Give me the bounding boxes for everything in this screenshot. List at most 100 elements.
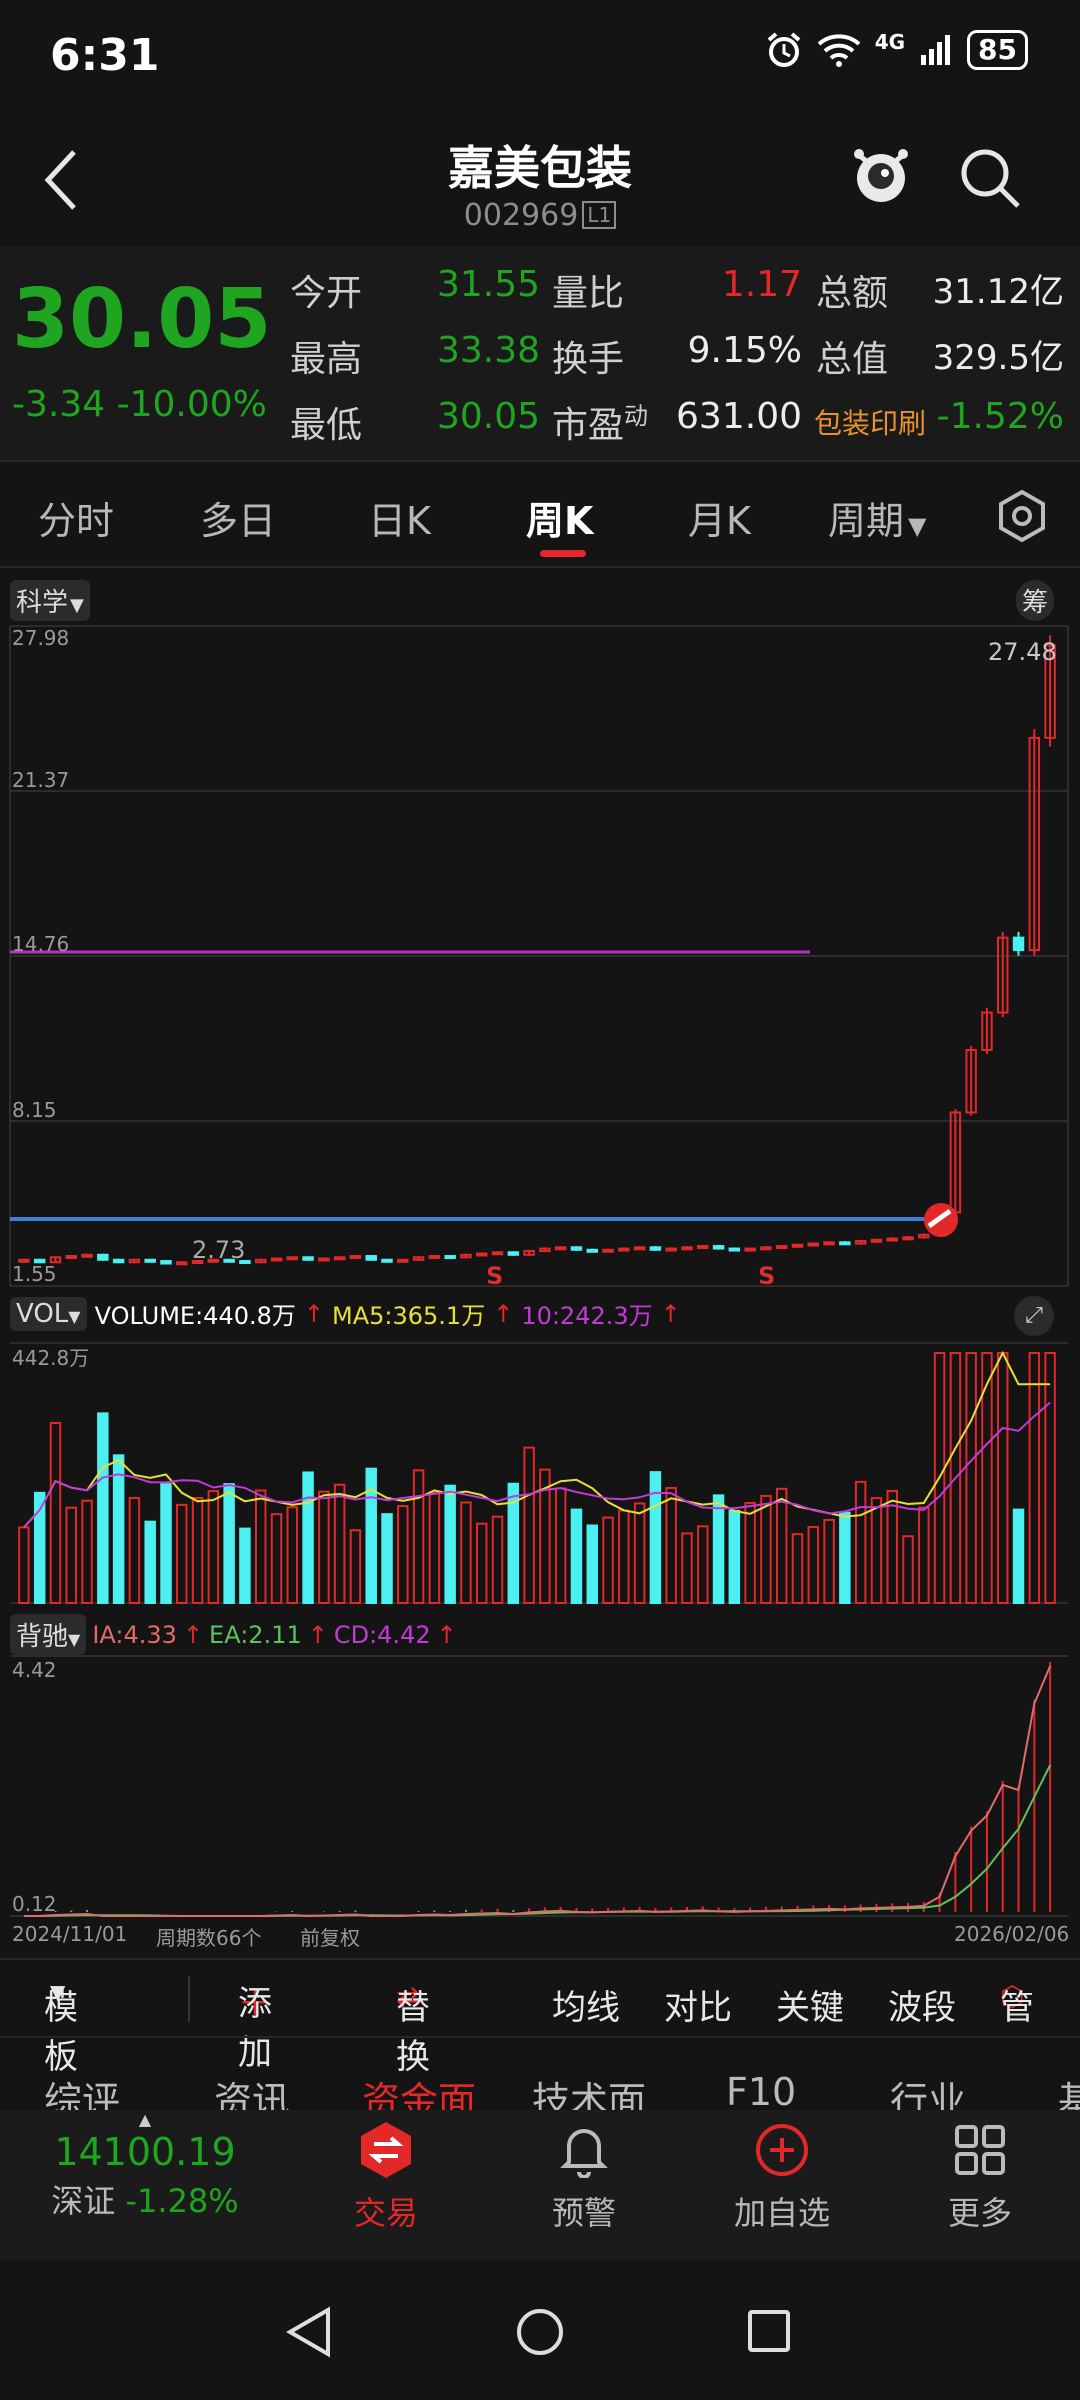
info-tab-f10[interactable]: F10 [726,2070,797,2110]
back-button[interactable] [36,140,106,220]
tab-multi-day[interactable]: 多日 [200,499,277,543]
candle [223,1258,235,1263]
add-watchlist-label: 加自选 [733,2194,830,2232]
nav-home-icon[interactable] [514,2306,566,2358]
volume-bar [744,1502,756,1604]
candle [775,1245,788,1250]
axis-label: 1.55 [12,1262,57,1286]
candle [381,1258,393,1263]
candle [128,1258,141,1264]
axis-label: 8.15 [12,1098,57,1122]
volume-indicator-selector[interactable]: VOL▼ [10,1296,87,1331]
candle [1028,736,1041,952]
index-ticker[interactable]: ▲ 14100.19 深证 -1.28% [20,2110,270,2222]
volume-bar [949,1352,962,1604]
tab-monthly-k[interactable]: 月K [688,499,751,543]
candles-group [18,635,1056,1266]
more-label: 更多 [947,2194,1012,2232]
current-marker-icon[interactable] [924,1203,958,1237]
candle [49,1256,62,1264]
signal-mark: S [486,1262,504,1290]
indicator-selector[interactable]: 背驰▼ [10,1614,87,1655]
chart-canvas[interactable] [0,570,1080,1960]
wave-button[interactable]: 波段 [888,1988,956,2028]
candle [633,1246,646,1251]
chip-button[interactable]: 筹 [1016,580,1055,621]
candle [112,1258,125,1264]
volume-bar [870,1497,883,1604]
chart-settings-button[interactable] [994,488,1050,544]
volume-bar [444,1484,456,1605]
volume-bar [460,1501,472,1605]
mascot-button[interactable] [850,140,912,210]
volume-bar [539,1468,551,1604]
kline-chart[interactable]: 科学 ▼ 筹 27.98 21.37 14.76 8.15 1.55 27.48 … [0,570,1080,1960]
info-tab-news[interactable]: 资讯 [214,2079,291,2110]
expand-icon[interactable]: ⤢ [1014,1296,1054,1336]
candle [207,1258,220,1263]
mode-selector[interactable]: 科学 ▼ [10,580,90,621]
swap-icon: ⇄ [396,1980,420,2013]
caret-up-icon: ▲ [138,2110,152,2129]
nav-recents-icon[interactable] [746,2308,792,2354]
tab-weekly-k[interactable]: 周K [526,499,594,543]
adjust-mode[interactable]: 前复权 [300,1926,360,1950]
trade-label: 交易 [353,2194,418,2232]
key-button[interactable]: 关键 [776,1988,844,2028]
ea-line [23,1764,1051,1917]
candle [854,1240,867,1245]
ma-button[interactable]: 均线 [552,1988,620,2028]
bell-icon [560,2129,608,2178]
search-button[interactable] [958,146,1022,210]
volume-bar [933,1352,946,1604]
compare-button[interactable]: 对比 [664,1988,732,2028]
plus-circle-icon [756,2124,808,2176]
candle [1012,936,1025,952]
volume-bar [476,1522,488,1605]
tab-intraday[interactable]: 分时 [38,499,115,543]
candle [586,1248,598,1253]
label-volume-ratio: 量比 [552,273,625,314]
trade-button[interactable]: 交易 [296,2118,476,2234]
signal-mark: S [758,1262,776,1290]
volume-bar [918,1506,930,1605]
tab-period[interactable]: 周期 ▼ [828,490,926,545]
volume-bar [681,1532,693,1605]
candle [1044,644,1056,739]
alert-button[interactable]: 预警 [494,2118,674,2234]
candle [649,1246,662,1251]
price-change: -3.34 -10.00% [12,384,267,425]
info-tab-technical[interactable]: 技术面 [532,2079,647,2110]
info-tab-industry[interactable]: 行业 [890,2079,967,2110]
chevron-left-icon [44,150,76,210]
volume-bar [523,1446,535,1605]
stock-name: 嘉美包装 [448,141,632,195]
info-tab-capital[interactable]: 资金面 [362,2079,477,2110]
caret-down-icon: ▼ [50,1980,66,2004]
ia-value: IA:4.33 [92,1620,177,1649]
mode-selector-label: 科学 [16,588,69,618]
info-tab-overview[interactable]: 综评 [44,2079,121,2110]
candle [681,1246,693,1251]
status-time: 6:31 [50,30,160,81]
volume-bar [1044,1352,1056,1604]
volume-bar [807,1526,820,1604]
tab-daily-k[interactable]: 日K [368,499,431,543]
change-amount: -3.34 [12,384,106,425]
candle [144,1258,156,1263]
indicator-axis-bottom: 0.12 [12,1892,57,1916]
more-button[interactable]: 更多 [890,2118,1070,2234]
level-badge: L1 [582,201,617,229]
add-watchlist-button[interactable]: 加自选 [692,2118,872,2234]
nav-back-icon[interactable] [284,2306,334,2358]
period-count: 周期数66个 [156,1926,262,1950]
industry-link[interactable]: 包装印刷 [814,407,927,440]
volume-bar [665,1487,677,1604]
candle [397,1258,409,1263]
volume-bar [428,1491,441,1605]
candle [97,1253,109,1261]
bottom-bar: ▲ 14100.19 深证 -1.28% 交易 预警 加自选 更多 [0,2110,1080,2260]
info-tab-more[interactable]: 基 [1058,2079,1080,2110]
replace-label: 替换 [396,1988,430,2077]
industry-change: -1.52% [936,396,1064,437]
